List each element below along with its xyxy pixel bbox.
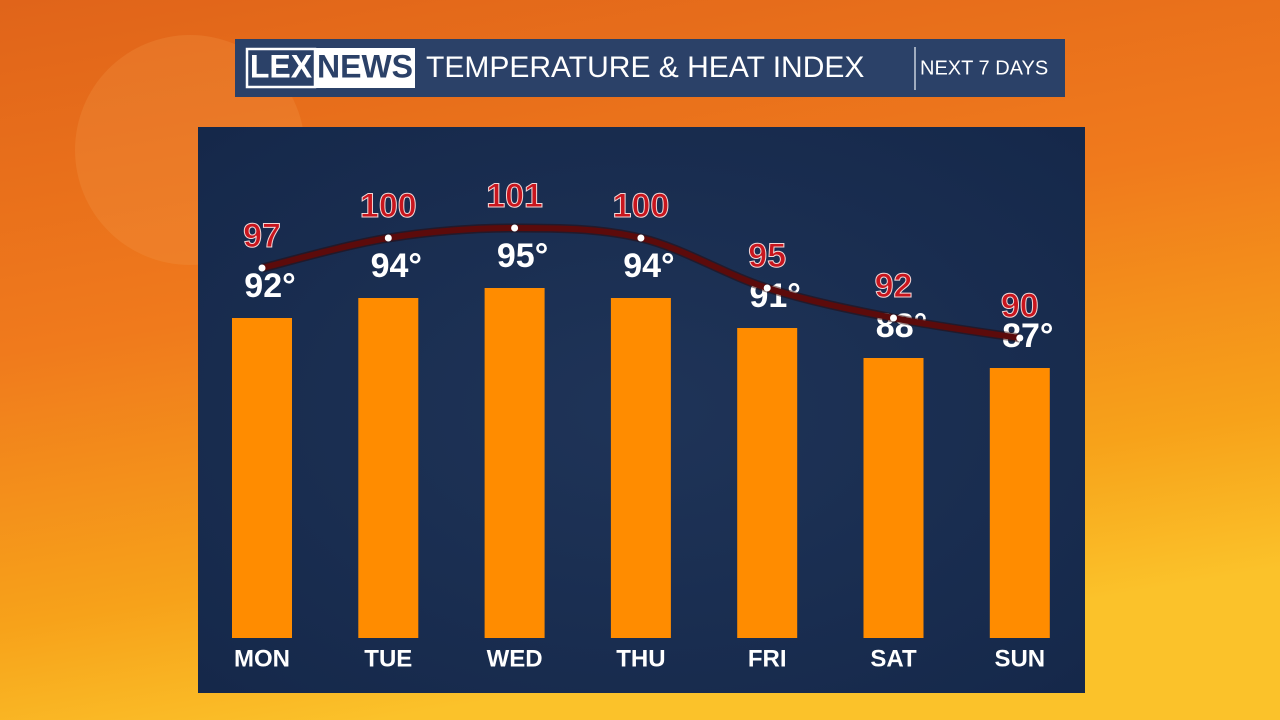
- temp-label: 95°: [497, 237, 548, 275]
- x-tick-label: SUN: [994, 645, 1045, 672]
- brand-box-news: [315, 48, 415, 88]
- temp-label: 94°: [371, 247, 422, 285]
- brand-lex: LEX: [250, 48, 313, 84]
- bar: [610, 298, 671, 638]
- heat-point: [890, 314, 897, 322]
- x-tick-label: SAT: [870, 645, 917, 672]
- heat-point: [258, 264, 266, 272]
- temp-label: 94°: [623, 247, 674, 285]
- bar: [737, 328, 798, 638]
- heat-label: 95: [748, 237, 786, 275]
- heat-label: 92: [875, 267, 913, 305]
- heat-label: 97: [243, 217, 281, 255]
- heat-point: [1016, 334, 1024, 342]
- heat-label: 100: [360, 187, 417, 225]
- x-tick-label: THU: [616, 645, 665, 672]
- x-tick-label: WED: [487, 645, 543, 672]
- bar: [863, 358, 924, 638]
- chart-title: TEMPERATURE & HEAT INDEX: [426, 51, 864, 84]
- bar: [358, 298, 419, 638]
- x-tick-label: FRI: [748, 645, 787, 672]
- heat-label: 100: [613, 187, 670, 225]
- heat-point: [763, 284, 771, 292]
- chart-subtitle: NEXT 7 DAYS: [920, 57, 1048, 79]
- bar: [232, 318, 292, 638]
- temp-label: 92°: [244, 267, 295, 305]
- bar: [989, 368, 1050, 638]
- x-tick-label: TUE: [364, 645, 412, 672]
- heat-label: 90: [1001, 287, 1039, 325]
- heat-point: [384, 234, 392, 242]
- brand-news: NEWS: [317, 48, 413, 84]
- x-tick-label: MON: [234, 645, 290, 672]
- heat-label: 101: [486, 177, 543, 215]
- heat-point: [511, 224, 519, 232]
- heat-point: [637, 234, 645, 242]
- bar: [484, 288, 545, 638]
